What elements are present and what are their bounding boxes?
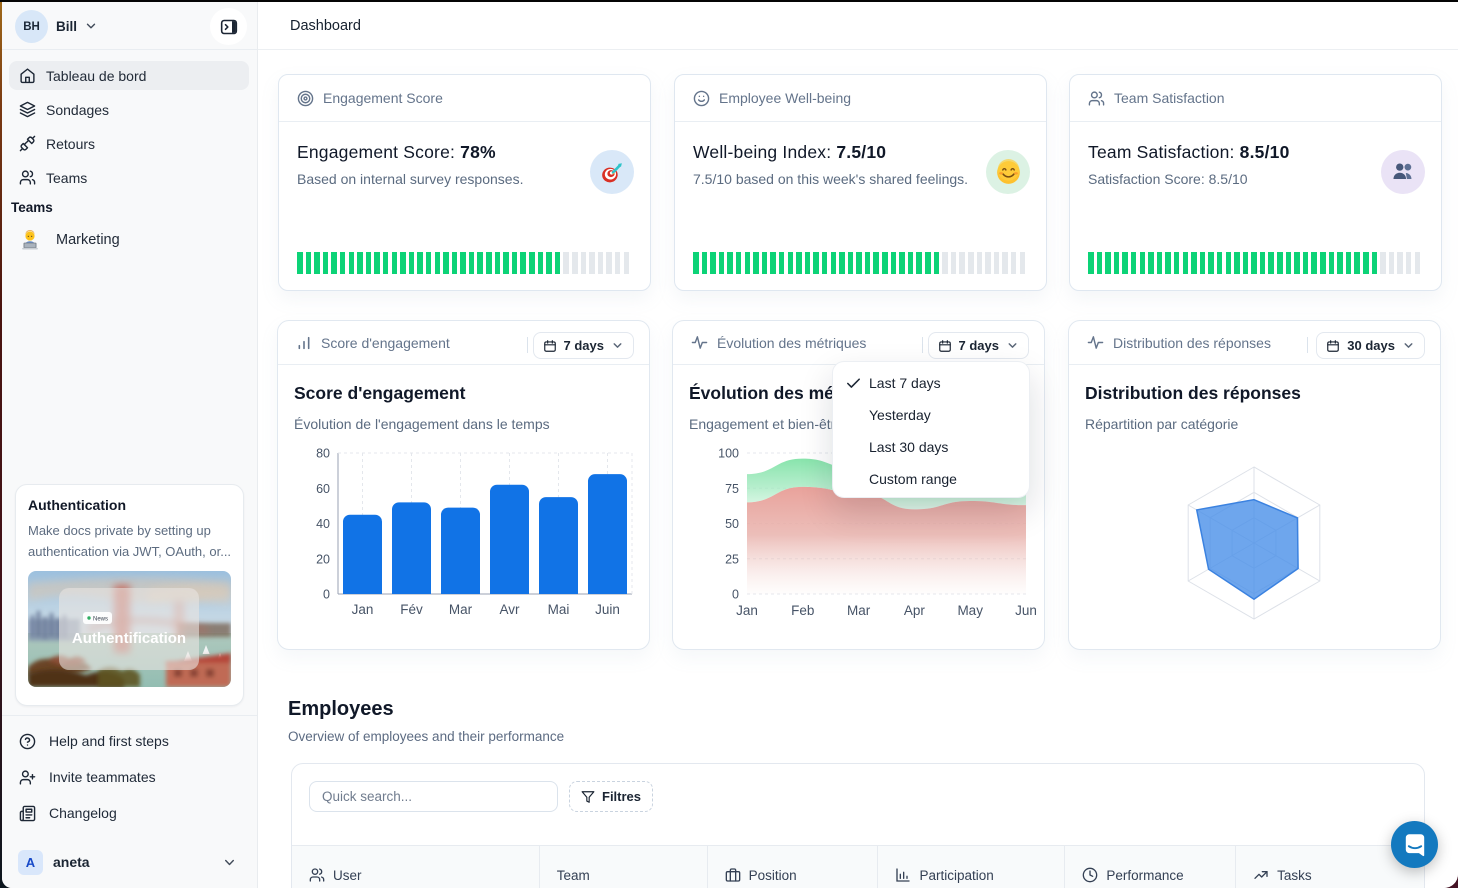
svg-text:Mar: Mar — [449, 602, 473, 617]
svg-text:Feb: Feb — [791, 603, 814, 618]
svg-text:Mar: Mar — [847, 603, 871, 618]
svg-text:100: 100 — [718, 447, 739, 461]
svg-text:News: News — [93, 617, 108, 623]
svg-text:Mai: Mai — [548, 602, 570, 617]
svg-text:0: 0 — [732, 588, 739, 602]
svg-text:80: 80 — [316, 447, 330, 461]
svg-text:Authentification: Authentification — [72, 630, 186, 647]
svg-text:25: 25 — [725, 552, 739, 566]
svg-text:Jan: Jan — [736, 603, 758, 618]
svg-text:Juin: Juin — [595, 602, 620, 617]
svg-text:60: 60 — [316, 482, 330, 496]
svg-text:0: 0 — [323, 588, 330, 602]
svg-text:Apr: Apr — [904, 603, 926, 618]
svg-text:Fév: Fév — [400, 602, 423, 617]
svg-text:May: May — [957, 603, 983, 618]
svg-text:Jan: Jan — [352, 602, 374, 617]
svg-text:Avr: Avr — [499, 602, 520, 617]
svg-text:50: 50 — [725, 517, 739, 531]
svg-text:Jun: Jun — [1015, 603, 1037, 618]
svg-text:20: 20 — [316, 552, 330, 566]
svg-text:40: 40 — [316, 517, 330, 531]
svg-text:75: 75 — [725, 482, 739, 496]
